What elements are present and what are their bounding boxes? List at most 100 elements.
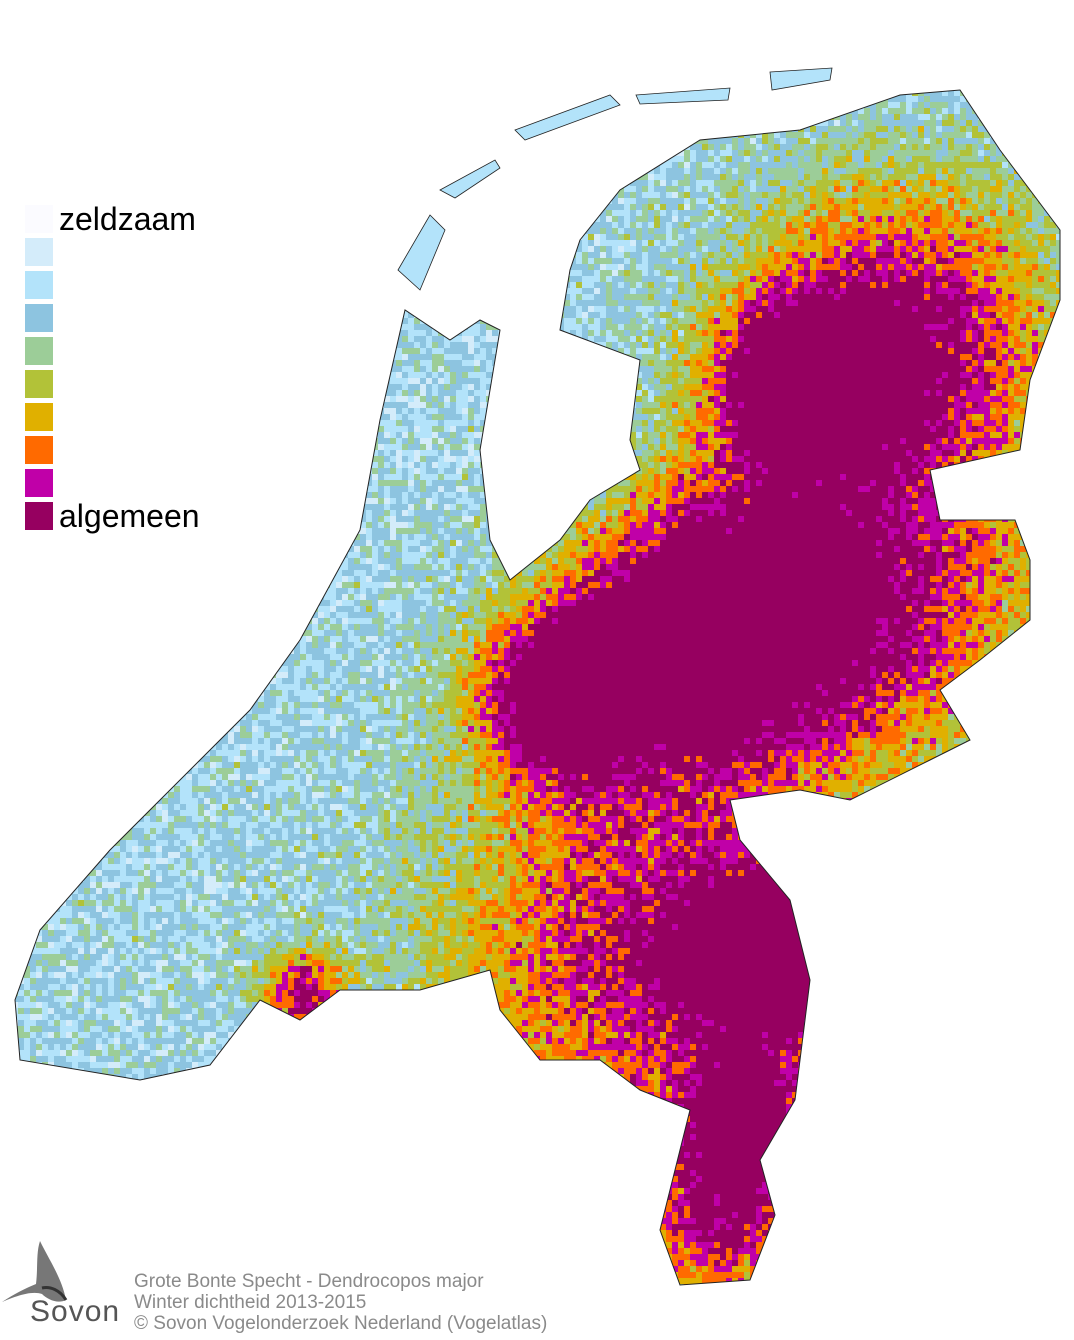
density-cell (1068, 144, 1074, 150)
density-cell (426, 108, 432, 114)
density-cell (240, 150, 246, 156)
density-cell (954, 90, 960, 96)
density-cell (936, 222, 942, 228)
density-cell (588, 132, 594, 138)
density-cell (684, 114, 690, 120)
density-cell (870, 126, 876, 132)
density-cell (1008, 66, 1014, 72)
density-cell (348, 102, 354, 108)
density-cell (558, 192, 564, 198)
density-cell (972, 120, 978, 126)
density-cell (750, 66, 756, 72)
density-cell (864, 150, 870, 156)
density-cell (444, 174, 450, 180)
density-cell (960, 198, 966, 204)
density-cell (102, 66, 108, 72)
density-cell (612, 72, 618, 78)
density-cell (792, 144, 798, 150)
density-cell (504, 78, 510, 84)
density-cell (942, 192, 948, 198)
density-cell (396, 126, 402, 132)
density-cell (402, 120, 408, 126)
density-cell (0, 90, 6, 96)
density-cell (342, 150, 348, 156)
density-cell (360, 114, 366, 120)
density-cell (102, 192, 108, 198)
density-cell (246, 174, 252, 180)
density-cell (402, 126, 408, 132)
density-cell (906, 90, 912, 96)
density-cell (240, 144, 246, 150)
density-cell (1008, 132, 1014, 138)
density-cell (474, 78, 480, 84)
density-cell (1008, 216, 1014, 222)
density-cell (156, 132, 162, 138)
density-cell (1038, 204, 1044, 210)
density-cell (282, 192, 288, 198)
density-cell (306, 216, 312, 222)
density-cell (78, 144, 84, 150)
density-cell (882, 78, 888, 84)
density-cell (162, 84, 168, 90)
density-cell (774, 186, 780, 192)
density-cell (396, 156, 402, 162)
density-cell (210, 132, 216, 138)
density-cell (516, 66, 522, 72)
density-cell (600, 60, 606, 66)
density-cell (444, 222, 450, 228)
density-cell (960, 66, 966, 72)
density-cell (372, 60, 378, 66)
density-cell (576, 126, 582, 132)
density-cell (900, 168, 906, 174)
density-cell (150, 156, 156, 162)
density-cell (288, 174, 294, 180)
density-cell (600, 174, 606, 180)
density-cell (210, 138, 216, 144)
density-cell (1002, 150, 1008, 156)
density-cell (660, 174, 666, 180)
density-cell (804, 120, 810, 126)
density-cell (102, 126, 108, 132)
density-cell (804, 138, 810, 144)
density-cell (108, 168, 114, 174)
density-cell (918, 72, 924, 78)
density-cell (174, 156, 180, 162)
density-cell (846, 204, 852, 210)
density-cell (612, 144, 618, 150)
density-cell (384, 72, 390, 78)
density-cell (624, 78, 630, 84)
density-cell (366, 156, 372, 162)
density-cell (18, 162, 24, 168)
density-cell (750, 138, 756, 144)
density-cell (912, 114, 918, 120)
density-cell (204, 66, 210, 72)
density-cell (78, 96, 84, 102)
density-cell (480, 204, 486, 210)
density-cell (870, 96, 876, 102)
density-cell (372, 174, 378, 180)
density-cell (378, 192, 384, 198)
density-cell (690, 132, 696, 138)
density-cell (228, 108, 234, 114)
density-cell (1008, 204, 1014, 210)
density-cell (1056, 102, 1060, 108)
density-cell (294, 156, 300, 162)
density-cell (750, 60, 756, 66)
density-cell (666, 186, 672, 192)
density-cell (666, 138, 672, 144)
density-cell (156, 78, 162, 84)
density-cell (204, 120, 210, 126)
density-cell (888, 204, 894, 210)
density-cell (276, 162, 282, 168)
density-cell (276, 216, 282, 222)
density-cell (624, 150, 630, 156)
density-cell (342, 174, 348, 180)
density-cell (888, 60, 894, 66)
density-cell (654, 156, 660, 162)
density-cell (120, 180, 126, 186)
density-cell (318, 192, 324, 198)
density-cell (1020, 102, 1026, 108)
density-cell (828, 138, 834, 144)
density-cell (978, 66, 984, 72)
density-cell (888, 162, 894, 168)
